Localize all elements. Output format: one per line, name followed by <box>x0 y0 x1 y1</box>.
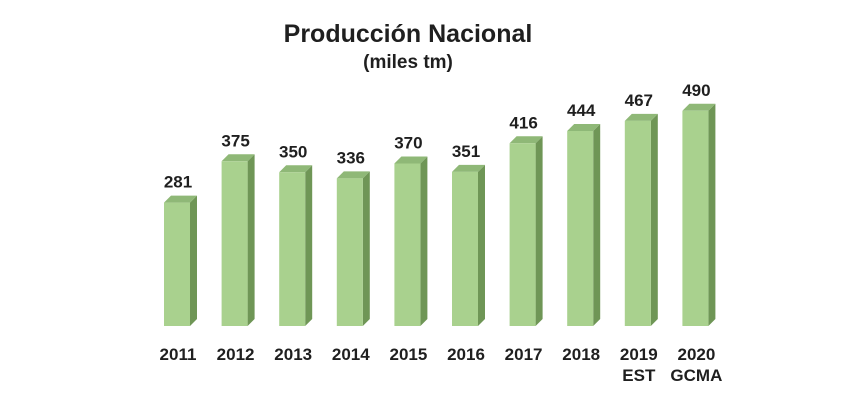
category-label: 2011 <box>160 345 197 364</box>
bar <box>509 136 543 326</box>
category-label: EST <box>622 366 656 385</box>
value-label: 490 <box>682 81 710 100</box>
bar-top <box>682 103 716 111</box>
bar-top <box>279 165 313 173</box>
category-label: 2019 <box>620 345 658 364</box>
bar-front <box>624 120 651 326</box>
bar-top <box>567 123 601 131</box>
bar <box>336 171 370 326</box>
bar-front <box>336 178 363 326</box>
bar <box>624 113 658 326</box>
chart-subtitle: (miles tm) <box>363 52 453 73</box>
bar-side <box>478 164 485 326</box>
category-label: 2014 <box>332 345 370 364</box>
bar-top <box>452 164 485 172</box>
value-label: 350 <box>279 142 307 161</box>
value-label: 281 <box>164 173 192 192</box>
category-label: 2017 <box>505 345 543 364</box>
category-label: 2016 <box>447 345 485 364</box>
value-label: 370 <box>394 133 422 152</box>
bar-side <box>305 165 313 326</box>
bar <box>452 164 485 326</box>
category-label: GCMA <box>670 366 722 385</box>
value-label: 351 <box>452 142 480 161</box>
bar-top <box>164 195 197 203</box>
bar-side <box>650 113 658 326</box>
bar <box>394 156 428 326</box>
bar-side <box>535 136 543 326</box>
bar-side <box>190 195 197 326</box>
bar-top <box>221 154 255 162</box>
bar-top <box>394 156 428 164</box>
bar-front <box>567 130 594 326</box>
category-label: 2013 <box>274 345 312 364</box>
bar-side <box>247 154 255 326</box>
bar <box>164 195 197 326</box>
value-label: 416 <box>509 113 537 132</box>
value-label: 444 <box>567 101 596 120</box>
value-label: 336 <box>337 148 365 167</box>
value-label: 375 <box>221 131 249 150</box>
bars-group: 281 2011 375 2012 350 2013 336 2014 370 2015 351 20… <box>160 81 723 385</box>
bar-front <box>682 110 709 327</box>
bar-top <box>509 136 543 144</box>
bar-side <box>420 156 428 326</box>
bar-front <box>164 202 190 326</box>
bar <box>682 103 716 327</box>
bar-front <box>509 143 536 326</box>
bar-front <box>394 163 421 326</box>
bar-side <box>593 123 601 326</box>
category-label: 2015 <box>389 345 427 364</box>
bar <box>221 154 255 326</box>
bar-top <box>336 171 370 179</box>
bar-front <box>221 161 248 326</box>
category-label: 2020 <box>677 345 715 364</box>
value-label: 467 <box>625 91 653 110</box>
bar-front <box>452 171 478 326</box>
chart-title: Producción Nacional <box>284 20 533 48</box>
bar-top <box>624 113 658 121</box>
bar-front <box>279 172 306 326</box>
category-label: 2012 <box>217 345 255 364</box>
category-label: 2018 <box>562 345 600 364</box>
bar-side <box>362 171 370 326</box>
bar-side <box>708 103 716 327</box>
bar <box>279 165 313 326</box>
bar <box>567 123 601 326</box>
